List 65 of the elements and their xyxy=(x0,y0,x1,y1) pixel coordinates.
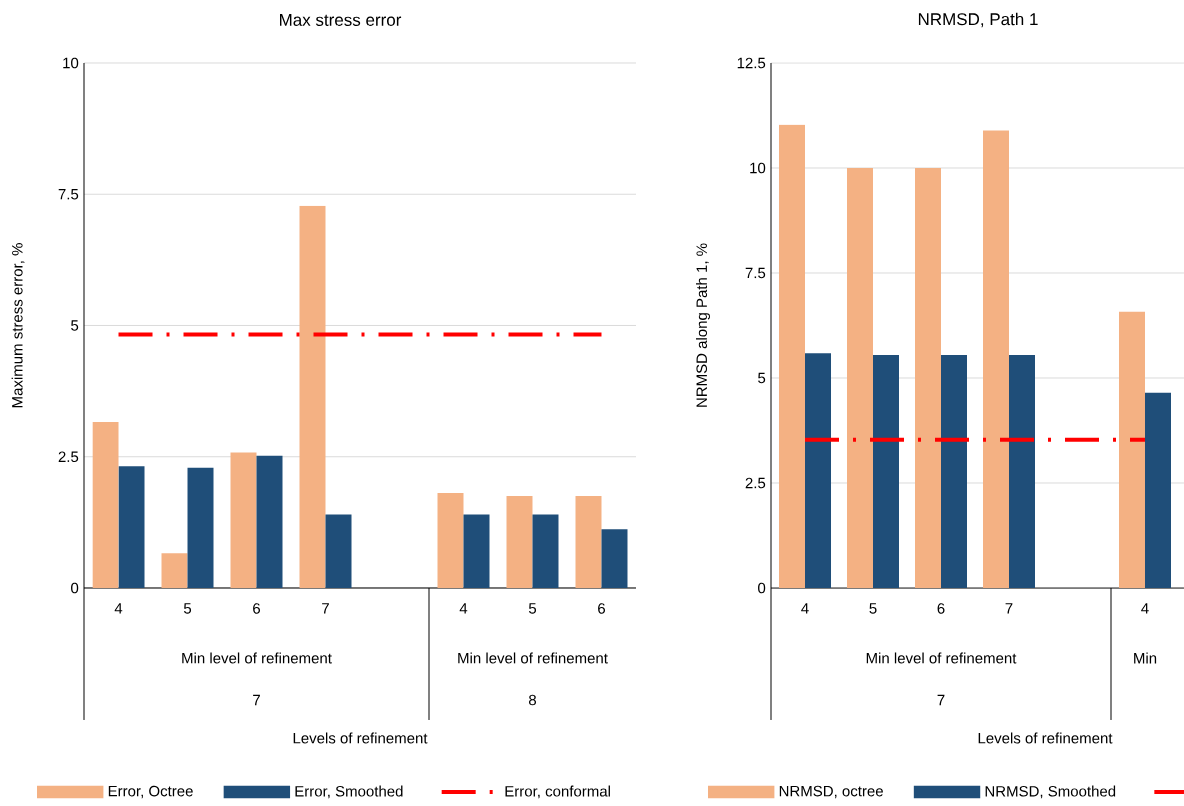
x-tick-label: 6 xyxy=(598,603,606,614)
bar xyxy=(1119,311,1145,588)
y-tick-label: 10 xyxy=(750,162,766,174)
text: 7 xyxy=(253,694,260,706)
bar xyxy=(779,124,806,588)
bar xyxy=(805,353,831,588)
chart-title: Max stress error xyxy=(280,14,402,26)
x-tick-label: 4 xyxy=(801,603,809,614)
text: 8 xyxy=(528,694,537,706)
bar xyxy=(1145,392,1171,588)
y-tick-label: 2.5 xyxy=(745,477,766,489)
bar xyxy=(873,354,899,588)
x-tick-label: 4 xyxy=(459,603,468,614)
bar xyxy=(325,514,352,588)
x-tick-label: 6 xyxy=(253,603,261,614)
bar xyxy=(118,466,145,588)
legend-label: NRMSD, octree xyxy=(779,785,883,799)
x-tick-label: 7 xyxy=(322,603,329,614)
legend-label: Error, conformal xyxy=(505,785,610,799)
bar xyxy=(92,422,119,588)
x-tick-label: 6 xyxy=(937,603,945,614)
x-tick-label: 5 xyxy=(183,603,192,614)
y-tick-label: 7.5 xyxy=(58,189,79,200)
text: Min level of refinement xyxy=(182,652,332,664)
x-tick-label: 5 xyxy=(528,603,537,614)
x-tick-label: 5 xyxy=(869,603,877,614)
x-tick-label: 4 xyxy=(114,603,123,614)
y-axis-title: Maximum stress error, % xyxy=(11,243,25,408)
x-axis-title: Levels of refinement xyxy=(293,732,428,744)
bar xyxy=(941,354,967,588)
bar xyxy=(601,529,628,588)
text: Min level of refinement xyxy=(458,652,608,664)
legend-label: Error, Smoothed xyxy=(295,785,403,799)
bar xyxy=(847,167,873,588)
bar xyxy=(161,553,188,588)
y-tick-label: 5 xyxy=(758,372,766,384)
y-tick-label: 5 xyxy=(71,320,79,331)
chart-title: NRMSD, Path 1 xyxy=(918,12,1038,28)
y-axis-title: NRMSD along Path 1, % xyxy=(696,243,710,407)
bar xyxy=(575,496,602,588)
bar xyxy=(187,467,214,588)
legend-label: NRMSD, Smoothed xyxy=(985,785,1116,799)
text: Min xyxy=(1134,652,1157,664)
y-tick-label: 0 xyxy=(71,582,79,594)
bar xyxy=(299,205,326,588)
bar xyxy=(256,455,283,588)
y-tick-label: 10 xyxy=(63,57,79,69)
x-tick-label: 7 xyxy=(1005,603,1013,614)
bar xyxy=(532,514,559,588)
bar xyxy=(463,514,490,588)
y-tick-label: 7.5 xyxy=(745,267,766,279)
text: Min level of refinement xyxy=(866,652,1017,664)
x-tick-label: 4 xyxy=(1141,603,1149,614)
y-tick-label: 0 xyxy=(758,582,766,594)
bar xyxy=(915,167,941,588)
bar xyxy=(506,496,533,588)
y-tick-label: 12.5 xyxy=(737,57,766,69)
bar xyxy=(230,452,257,588)
legend-label: Error, Octree xyxy=(108,785,193,799)
x-axis-title: Levels of refinement xyxy=(978,732,1113,744)
bar xyxy=(437,492,464,588)
bar xyxy=(1009,354,1035,588)
bar xyxy=(983,130,1009,588)
y-tick-label: 2.5 xyxy=(58,451,79,463)
text: 7 xyxy=(937,694,945,706)
